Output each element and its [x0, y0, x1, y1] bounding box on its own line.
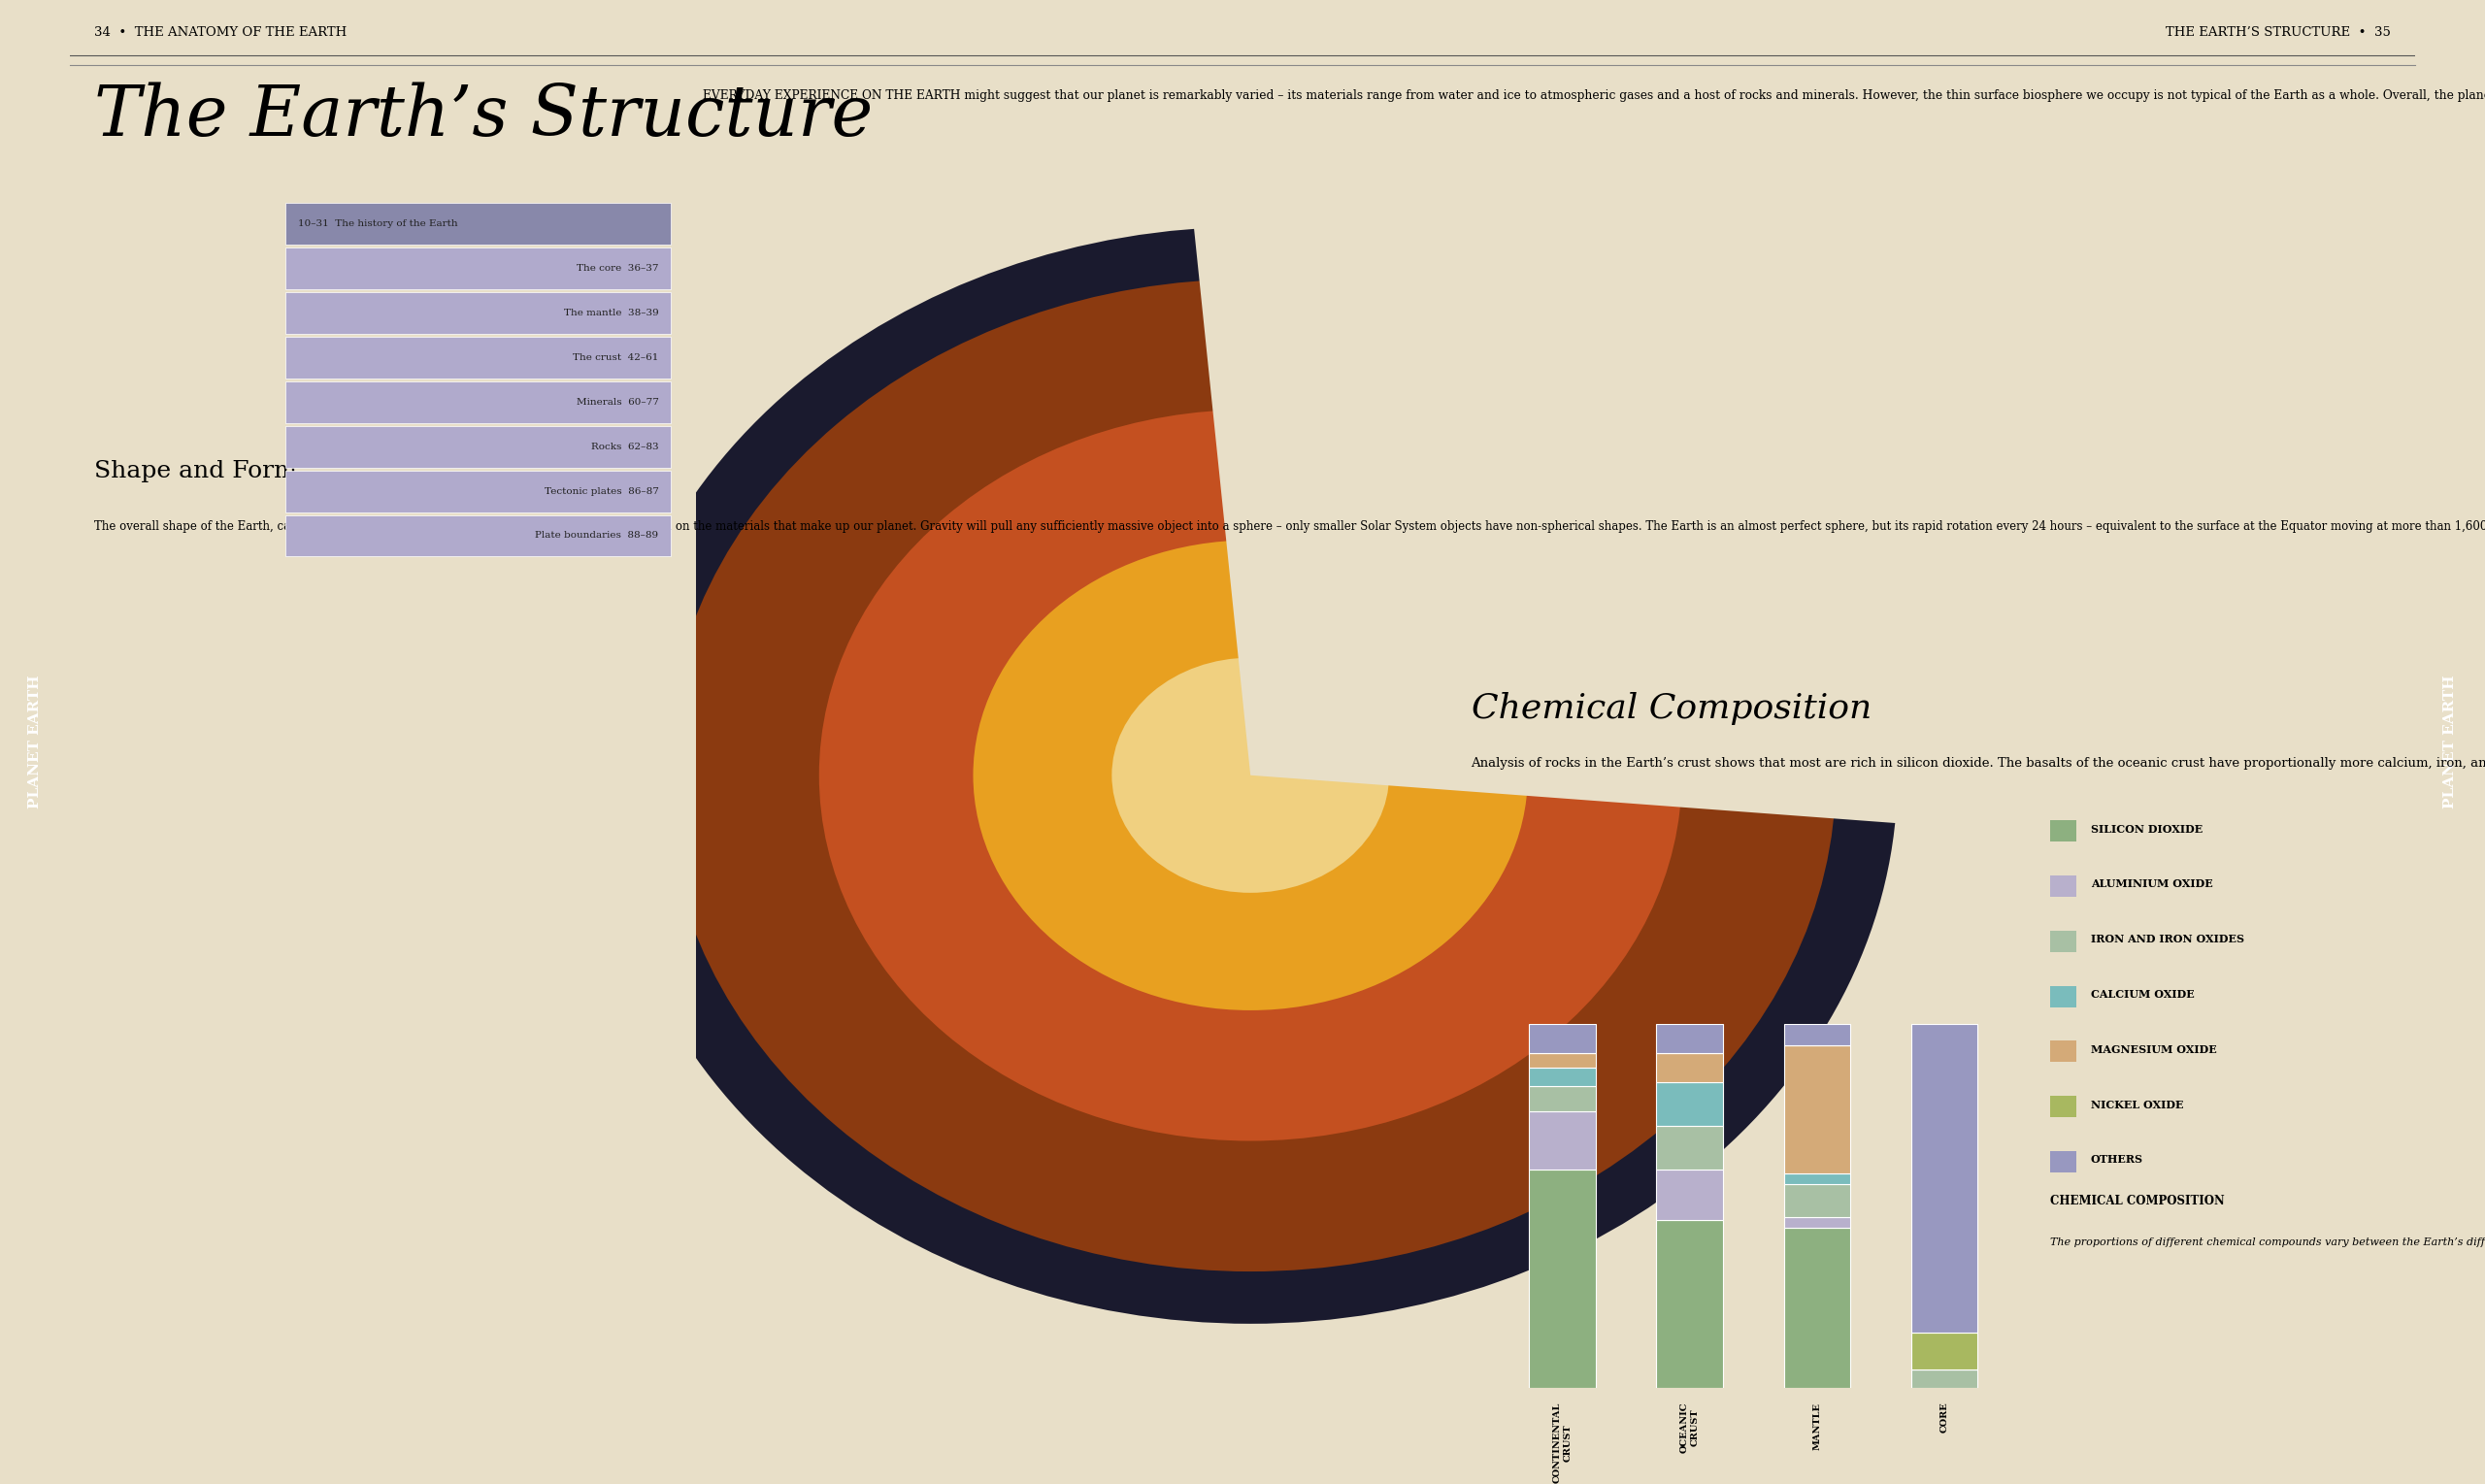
Text: OCEANIC
CRUST: OCEANIC CRUST	[1680, 1402, 1700, 1453]
Text: ALUMINIUM OXIDE: ALUMINIUM OXIDE	[2090, 879, 2212, 889]
Wedge shape	[1190, 187, 1943, 827]
Text: THE EARTH’S STRUCTURE  •  35: THE EARTH’S STRUCTURE • 35	[2164, 27, 2391, 39]
Bar	[1784, 1217, 1849, 1227]
Bar	[1528, 1067, 1595, 1086]
Bar	[2050, 821, 2075, 841]
Bar	[1657, 1169, 1722, 1220]
Text: Shape and Form: Shape and Form	[94, 460, 298, 482]
Text: MAGNESIUM OXIDE: MAGNESIUM OXIDE	[2090, 1045, 2217, 1055]
Text: CALCIUM OXIDE: CALCIUM OXIDE	[2090, 988, 2194, 1000]
Text: Tectonic plates  86–87: Tectonic plates 86–87	[544, 487, 659, 496]
Text: PLANET EARTH: PLANET EARTH	[27, 675, 42, 809]
Bar	[2050, 930, 2075, 951]
Text: 10–31  The history of the Earth: 10–31 The history of the Earth	[298, 220, 457, 229]
Bar	[1784, 1172, 1849, 1184]
Bar	[1657, 1126, 1722, 1169]
Bar	[1784, 1184, 1849, 1217]
Text: CONTINENTAL
CRUST: CONTINENTAL CRUST	[1553, 1402, 1573, 1483]
Bar	[1528, 1112, 1595, 1169]
Text: Minerals  60–77: Minerals 60–77	[577, 398, 659, 407]
Circle shape	[974, 540, 1528, 1011]
Bar	[1911, 1370, 1978, 1388]
Text: Plate boundaries  88–89: Plate boundaries 88–89	[534, 531, 659, 540]
Circle shape	[666, 279, 1836, 1272]
Text: The core  36–37: The core 36–37	[577, 264, 659, 273]
Text: The mantle  38–39: The mantle 38–39	[564, 309, 659, 318]
Text: 34  •  THE ANATOMY OF THE EARTH: 34 • THE ANATOMY OF THE EARTH	[94, 27, 348, 39]
Text: PLANET EARTH: PLANET EARTH	[2443, 675, 2458, 809]
Bar	[1528, 1024, 1595, 1054]
Bar	[1657, 1054, 1722, 1082]
Bar	[2050, 985, 2075, 1008]
Text: IRON AND IRON OXIDES: IRON AND IRON OXIDES	[2090, 933, 2244, 944]
Text: OTHERS: OTHERS	[2090, 1155, 2142, 1165]
Bar	[2050, 1040, 2075, 1063]
Text: Chemical Composition: Chemical Composition	[1471, 692, 1871, 726]
Text: The Earth’s Structure: The Earth’s Structure	[94, 82, 872, 150]
Bar	[1657, 1082, 1722, 1126]
Bar	[1784, 1227, 1849, 1388]
Bar	[1911, 1024, 1978, 1333]
Bar	[1657, 1024, 1722, 1054]
Bar	[1528, 1086, 1595, 1112]
Circle shape	[1111, 657, 1389, 893]
Text: SILICON DIOXIDE: SILICON DIOXIDE	[2090, 824, 2202, 834]
Circle shape	[604, 227, 1899, 1324]
Bar	[1784, 1024, 1849, 1046]
Bar	[1657, 1220, 1722, 1388]
Text: CORE: CORE	[1941, 1402, 1948, 1434]
Bar	[1528, 1169, 1595, 1388]
Text: NICKEL OXIDE: NICKEL OXIDE	[2090, 1100, 2184, 1110]
Bar	[2050, 1097, 2075, 1117]
Circle shape	[820, 410, 1682, 1141]
Text: The overall shape of the Earth, called the geoid, is determined by the effects o: The overall shape of the Earth, called t…	[94, 521, 2485, 533]
Bar	[1528, 1054, 1595, 1067]
Text: The proportions of different chemical compounds vary between the Earth’s differe: The proportions of different chemical co…	[2050, 1238, 2485, 1247]
Text: The crust  42–61: The crust 42–61	[572, 353, 659, 362]
Bar	[1784, 1046, 1849, 1172]
Text: CHEMICAL COMPOSITION: CHEMICAL COMPOSITION	[2050, 1195, 2224, 1208]
Text: MANTLE: MANTLE	[1812, 1402, 1822, 1450]
Bar	[2050, 876, 2075, 896]
Bar	[2050, 1152, 2075, 1172]
Bar	[1911, 1333, 1978, 1370]
Text: Rocks  62–83: Rocks 62–83	[591, 442, 659, 451]
Text: Analysis of rocks in the Earth’s crust shows that most are rich in silicon dioxi: Analysis of rocks in the Earth’s crust s…	[1471, 757, 2485, 770]
Text: EVERYDAY EXPERIENCE ON THE EARTH might suggest that our planet is remarkably var: EVERYDAY EXPERIENCE ON THE EARTH might s…	[703, 89, 2485, 102]
